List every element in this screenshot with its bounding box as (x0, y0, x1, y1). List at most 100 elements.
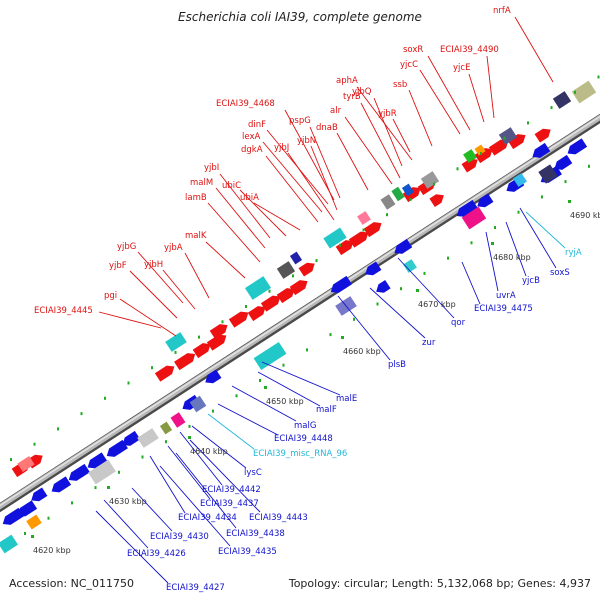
gene-label-eciai39-4475[interactable]: ECIAI39_4475 (474, 304, 533, 314)
gene-label-malg[interactable]: malG (294, 421, 316, 431)
gene-label-eciai39-4437[interactable]: ECIAI39_4437 (200, 499, 259, 509)
gene-label-ubia[interactable]: ubiA (240, 193, 259, 203)
gene-label-yjbg[interactable]: yjbG (117, 242, 136, 252)
gene-label-yjcb[interactable]: yjcB (522, 276, 540, 286)
gene-label-yjbj[interactable]: yjbJ (274, 143, 289, 153)
gene-label-eciai39-4434[interactable]: ECIAI39_4434 (178, 513, 237, 523)
gene-label-pgi[interactable]: pgi (104, 291, 117, 301)
gene-label-eciai39-4445[interactable]: ECIAI39_4445 (34, 306, 93, 316)
gene-label-nrfa[interactable]: nrfA (493, 6, 511, 16)
leader-line (397, 257, 455, 319)
gene-label-yjba[interactable]: yjbA (164, 243, 183, 253)
genome-summary-text: Topology: circular; Length: 5,132,068 bp… (288, 577, 591, 590)
minor-tick (470, 241, 473, 245)
tick-label-4690-kbp: 4690 kbp (570, 211, 600, 220)
minor-tick (386, 213, 388, 217)
feature-block-8 (244, 276, 272, 300)
gene-label-lamb[interactable]: lamB (185, 193, 207, 203)
gene-label-malm[interactable]: malM (190, 178, 213, 188)
leader-line (468, 73, 485, 123)
feature-block-22 (538, 164, 558, 184)
gene-label-eciai39-4427[interactable]: ECIAI39_4427 (166, 583, 225, 593)
gene-label-ubic[interactable]: ubiC (222, 181, 241, 191)
gene-label-soxr[interactable]: soxR (403, 45, 423, 55)
gene-label-eciai39-4443[interactable]: ECIAI39_4443 (249, 513, 308, 523)
gene-label-zur[interactable]: zur (422, 338, 436, 348)
gene-label-yjbh[interactable]: yjbH (144, 260, 163, 270)
gene-label-eciai39-4435[interactable]: ECIAI39_4435 (218, 547, 277, 557)
leader-line (337, 295, 391, 361)
minor-tick (362, 228, 365, 232)
gene-label-yjce[interactable]: yjcE (453, 63, 470, 73)
gene-label-qor[interactable]: qor (451, 318, 466, 328)
gene-label-tyrb[interactable]: tyrB (343, 92, 361, 102)
gene-label-yjbi[interactable]: yjbI (204, 163, 219, 173)
gene-label-yjbf[interactable]: yjbF (109, 261, 127, 271)
gene-label-eciai39-misc-rna-96[interactable]: ECIAI39_misc_RNA_96 (253, 449, 347, 459)
minor-tick (71, 501, 73, 505)
minor-tick (292, 274, 294, 278)
gene-label-lysc[interactable]: lysC (244, 468, 262, 478)
gene-label-eciai39-4426[interactable]: ECIAI39_4426 (127, 549, 186, 559)
gene-label-plsb[interactable]: plsB (388, 360, 406, 370)
gene-label-yjbr[interactable]: yjbR (378, 109, 397, 119)
leader-line (191, 425, 247, 469)
gene-label-uvra[interactable]: uvrA (496, 291, 516, 301)
tick-mark (31, 535, 34, 538)
gene-label-malk[interactable]: malK (185, 231, 207, 241)
gene-label-apha[interactable]: aphA (336, 76, 358, 86)
minor-tick (47, 516, 50, 520)
gene-label-eciai39-4442[interactable]: ECIAI39_4442 (202, 485, 261, 495)
tick-label-4630-kbp: 4630 kbp (109, 497, 147, 506)
leader-line (179, 431, 223, 486)
minor-tick (259, 379, 261, 382)
gene-label-eciai39-4490[interactable]: ECIAI39_4490 (440, 45, 499, 55)
forward-gene-1 (174, 353, 196, 371)
minor-tick (198, 335, 200, 339)
gene-label-yjbn[interactable]: yjbN (297, 136, 316, 146)
gene-label-dnab[interactable]: dnaB (316, 123, 338, 133)
minor-tick (376, 302, 379, 306)
gene-label-eciai39-4448[interactable]: ECIAI39_4448 (274, 434, 333, 444)
leader-line (408, 89, 433, 147)
feature-block-3 (137, 428, 159, 448)
reverse-gene-17 (567, 138, 588, 155)
gene-label-pspg[interactable]: pspG (289, 116, 311, 126)
leader-line (159, 465, 231, 547)
leader-line (369, 287, 426, 339)
reverse-gene-19 (554, 154, 573, 170)
feature-block-1 (26, 514, 42, 530)
gene-label-lexa[interactable]: lexA (242, 132, 260, 142)
gene-label-alr[interactable]: alr (330, 106, 342, 116)
leader-line (167, 445, 211, 500)
reverse-gene-8 (205, 369, 222, 384)
gene-label-eciai39-4430[interactable]: ECIAI39_4430 (150, 532, 209, 542)
reverse-gene-9 (330, 275, 352, 293)
gene-label-dgka[interactable]: dgkA (241, 145, 263, 155)
gene-label-ryja[interactable]: ryjA (565, 248, 582, 258)
tick-mark (264, 386, 267, 389)
gene-label-malf[interactable]: malF (316, 405, 337, 415)
leader-line (175, 452, 237, 529)
gene-features (0, 80, 597, 554)
minor-tick (188, 424, 191, 428)
leader-line (284, 109, 335, 201)
forward-gene-2 (192, 343, 211, 359)
gene-label-yjbq[interactable]: yjbQ (352, 87, 372, 97)
reverse-gene-12 (394, 238, 413, 254)
gene-label-ssb[interactable]: ssb (393, 80, 407, 90)
gene-label-soxs[interactable]: soxS (550, 268, 570, 278)
reverse-gene-2 (51, 476, 72, 493)
gene-label-eciai39-4438[interactable]: ECIAI39_4438 (226, 529, 285, 539)
leader-line (525, 211, 566, 249)
leader-line (344, 116, 393, 185)
gene-label-male[interactable]: malE (336, 394, 357, 404)
gene-label-dinf[interactable]: dinF (248, 120, 266, 130)
leader-line (103, 499, 149, 549)
reverse-gene-3 (68, 463, 90, 481)
feature-block-20 (474, 144, 486, 156)
gene-label-yjcc[interactable]: yjcC (400, 60, 418, 70)
forward-gene-10 (363, 222, 382, 238)
gene-label-eciai39-4468[interactable]: ECIAI39_4468 (216, 99, 275, 109)
feature-block-11 (289, 251, 303, 265)
